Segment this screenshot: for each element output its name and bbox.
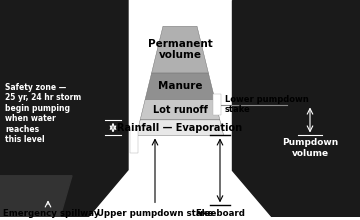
Text: Permanent
volume: Permanent volume: [148, 39, 212, 60]
Polygon shape: [140, 100, 220, 120]
Polygon shape: [136, 120, 224, 136]
Text: Pumpdown
volume: Pumpdown volume: [282, 138, 338, 158]
Polygon shape: [0, 0, 128, 217]
Text: Upper pumpdown stake: Upper pumpdown stake: [97, 209, 213, 218]
Polygon shape: [145, 73, 215, 100]
Text: Emergency spillway: Emergency spillway: [3, 209, 99, 218]
Text: Freeboard: Freeboard: [195, 209, 245, 218]
Polygon shape: [152, 26, 208, 73]
Text: Manure: Manure: [158, 81, 202, 91]
Text: Rainfall — Evaporation: Rainfall — Evaporation: [117, 123, 243, 133]
Bar: [213, 94, 221, 116]
Bar: [130, 130, 138, 153]
Text: Lot runoff: Lot runoff: [153, 105, 207, 115]
Text: Safety zone —
25 yr, 24 hr storm
begin pumping
when water
reaches
this level: Safety zone — 25 yr, 24 hr storm begin p…: [5, 83, 81, 144]
Polygon shape: [0, 176, 72, 217]
Polygon shape: [232, 0, 360, 217]
Text: Lower pumpdown
stake: Lower pumpdown stake: [225, 95, 309, 114]
